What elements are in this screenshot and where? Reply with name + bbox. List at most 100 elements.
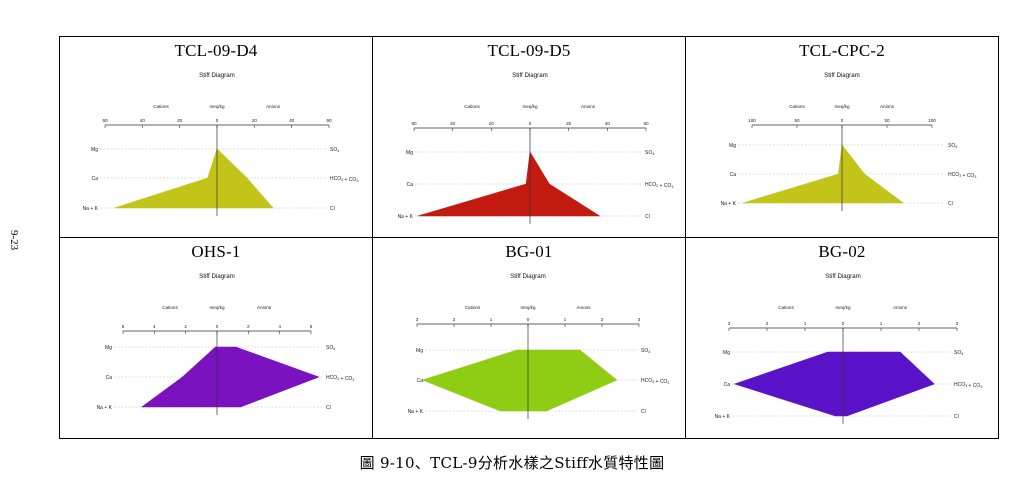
cation-label: Na + K	[97, 405, 113, 411]
panel-title: BG-02	[818, 242, 866, 261]
anion-label: SO4	[330, 147, 339, 153]
anion-label: SO4	[645, 150, 654, 156]
stiff-diagram: Stiff Diagram Cations meq/kg Anions 60 40 20 0 2…	[398, 72, 673, 224]
tick-label: 4	[278, 324, 281, 329]
tick-label: 2	[247, 324, 250, 329]
panel-6: BG-02 Stiff Diagram Cations meq/kg Anions 3 2…	[686, 238, 998, 438]
stiff-subtitle: Stiff Diagram	[510, 273, 546, 280]
panel-5: BG-01 Stiff Diagram Cations meq/kg Anions 3 2…	[373, 238, 686, 438]
cation-label: Ca	[92, 176, 99, 182]
unit-label: meq/kg	[209, 305, 225, 310]
tick-label: 4	[153, 324, 156, 329]
stiff-polygon	[114, 148, 274, 209]
panel-title: TCL-09-D4	[174, 41, 258, 60]
stiff-subtitle: Stiff Diagram	[824, 72, 860, 79]
cation-label: Na + K	[398, 214, 414, 220]
stiff-diagram: Stiff Diagram Cations meq/kg Anions 100 50 0 50…	[721, 72, 976, 211]
tick-label: 20	[177, 118, 183, 123]
tick-label: 40	[605, 121, 611, 126]
anion-label: Cl	[641, 409, 646, 415]
anions-label: Anions	[893, 305, 908, 310]
tick-label: 0	[842, 321, 845, 326]
cation-label: Mg	[416, 348, 423, 354]
stiff-diagram: Stiff Diagram Cations meq/kg Anions 3 2 1 0 1 2 3 M…	[408, 273, 669, 419]
anion-label: HCO3 + CO3	[954, 382, 982, 389]
tick-label: 0	[841, 118, 844, 123]
cations-label: Cations	[778, 305, 794, 310]
anion-label: Cl	[326, 405, 331, 411]
stiff-diagram: Stiff Diagram Cations meq/kg Anions 3 2 1 0 1 2 3 M…	[715, 273, 982, 424]
tick-label: 50	[794, 118, 800, 123]
tick-label: 0	[527, 317, 530, 322]
tick-label: 100	[748, 118, 756, 123]
tick-label: 40	[140, 118, 146, 123]
figure-caption: 圖 9-10、TCL-9分析水樣之Stiff水質特性圖	[359, 454, 665, 472]
anions-label: Anions	[257, 305, 272, 310]
stiff-subtitle: Stiff Diagram	[199, 273, 235, 280]
cation-label: Na + K	[721, 201, 737, 207]
stiff-diagram: Stiff Diagram Cations meq/kg Anions 6 4 2 0 2 4 6 M…	[97, 273, 354, 415]
tick-label: 60	[102, 118, 108, 123]
tick-label: 2	[184, 324, 187, 329]
cation-label: Mg	[729, 143, 736, 149]
anions-label: Anions	[880, 104, 895, 109]
anions-label: Anions	[576, 305, 591, 310]
anion-label: HCO3 + CO3	[948, 172, 976, 179]
anion-label: Cl	[330, 206, 335, 212]
stiff-polygon	[421, 349, 618, 412]
cation-label: Ca	[407, 182, 414, 188]
cations-label: Cations	[464, 104, 480, 109]
tick-label: 60	[411, 121, 417, 126]
tick-label: 3	[638, 317, 641, 322]
anions-label: Anions	[266, 104, 281, 109]
cations-label: Cations	[465, 305, 481, 310]
stiff-subtitle: Stiff Diagram	[512, 72, 548, 79]
stiff-polygon	[417, 151, 601, 217]
stiff-polygon	[742, 144, 905, 204]
anion-label: SO4	[954, 350, 963, 356]
unit-label: meq/kg	[834, 104, 850, 109]
panel-3: TCL-CPC-2 Stiff Diagram Cations meq/kg Anio…	[686, 37, 998, 238]
panel-title: OHS-1	[191, 242, 241, 261]
cation-label: Mg	[91, 147, 98, 153]
unit-label: meq/kg	[835, 305, 851, 310]
anion-label: HCO3 + CO3	[645, 182, 673, 189]
anion-label: HCO3 + CO3	[330, 176, 358, 183]
tick-label: 1	[804, 321, 807, 326]
tick-label: 20	[566, 121, 572, 126]
tick-label: 60	[643, 121, 649, 126]
anion-label: HCO3 + CO3	[641, 378, 669, 385]
tick-label: 40	[450, 121, 456, 126]
anion-label: Cl	[948, 201, 953, 207]
tick-label: 0	[216, 324, 219, 329]
cation-label: Ca	[730, 172, 737, 178]
anions-label: Anions	[581, 104, 596, 109]
cations-label: Cations	[789, 104, 805, 109]
cation-label: Mg	[723, 350, 730, 356]
tick-label: 6	[310, 324, 313, 329]
stiff-diagram: Stiff Diagram Cations meq/kg Anions 60 40 20 0 2…	[83, 72, 358, 216]
stiff-polygon	[733, 351, 935, 417]
panel-2: TCL-09-D5 Stiff Diagram Cations meq/kg Anio…	[373, 37, 686, 238]
tick-label: 40	[289, 118, 295, 123]
panel-1: TCL-09-D4 Stiff Diagram Cations meq/kg Anio…	[60, 37, 373, 238]
cation-label: Ca	[417, 378, 424, 384]
anion-label: Cl	[954, 414, 959, 420]
anion-label: HCO3 + CO3	[326, 375, 354, 382]
cation-label: Ca	[106, 375, 113, 381]
anion-label: SO4	[641, 348, 650, 354]
cations-label: Cations	[153, 104, 169, 109]
tick-label: 2	[601, 317, 604, 322]
tick-label: 2	[918, 321, 921, 326]
panel-title: BG-01	[505, 242, 553, 261]
panel-title: TCL-CPC-2	[799, 41, 885, 60]
stiff-polygon	[140, 346, 320, 408]
anion-label: Cl	[645, 214, 650, 220]
tick-label: 20	[489, 121, 495, 126]
cation-label: Mg	[105, 345, 112, 351]
anion-label: SO4	[948, 143, 957, 149]
stiff-subtitle: Stiff Diagram	[199, 72, 235, 79]
panel-4: OHS-1 Stiff Diagram Cations meq/kg Anions 6 4…	[60, 238, 373, 438]
panel-title: TCL-09-D5	[487, 41, 571, 60]
tick-label: 0	[529, 121, 532, 126]
